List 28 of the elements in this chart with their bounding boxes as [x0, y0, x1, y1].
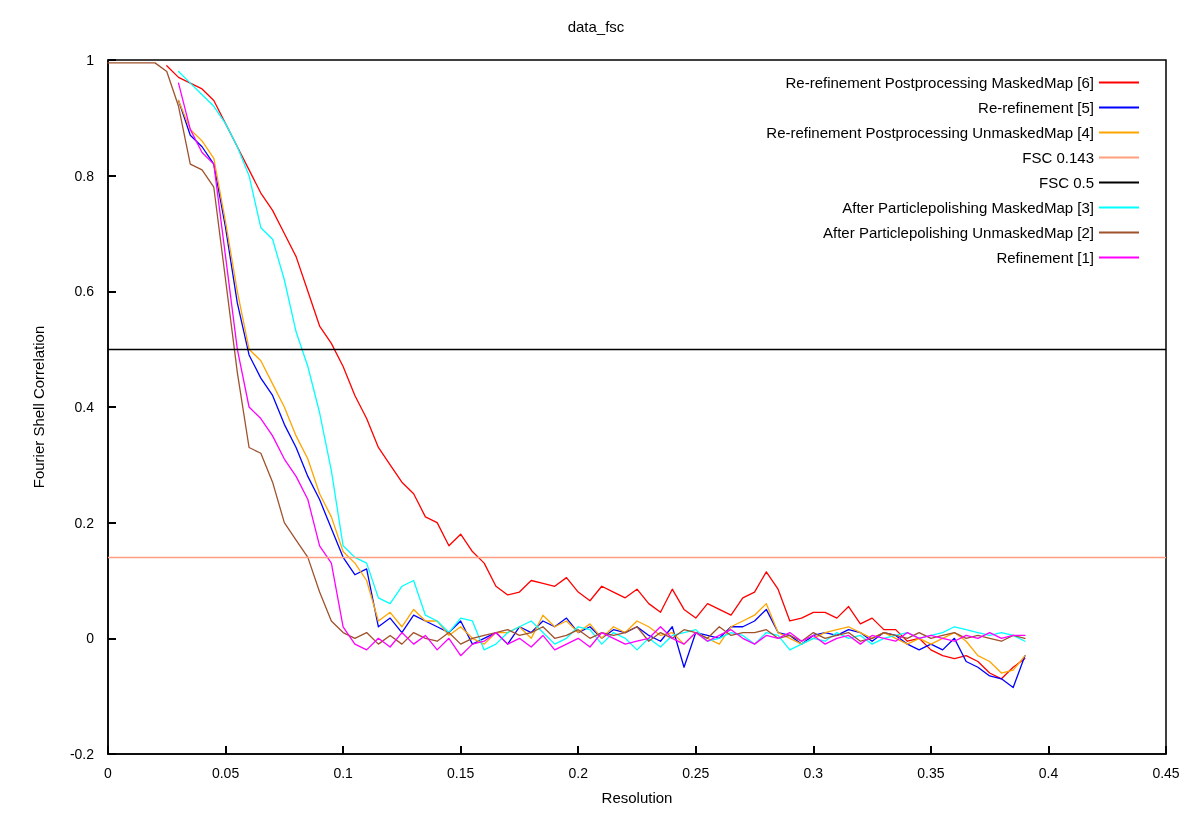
- y-tick-label: 0.4: [74, 399, 95, 415]
- x-tick-label: 0.25: [682, 765, 710, 781]
- y-tick-label: 0.6: [74, 283, 95, 300]
- x-tick-label: 0.45: [1152, 765, 1180, 781]
- legend-label: FSC 0.143: [1022, 149, 1094, 166]
- legend-label: Re-refinement [5]: [978, 99, 1094, 116]
- legend-label: Re-refinement Postprocessing MaskedMap [6]: [785, 74, 1094, 91]
- legend-label: After Particlepolishing MaskedMap [3]: [842, 199, 1094, 216]
- x-tick-label: 0.4: [1038, 765, 1059, 781]
- x-axis-title: Resolution: [601, 789, 673, 806]
- legend-label: Refinement [1]: [996, 249, 1094, 266]
- chart-title: data_fsc: [567, 18, 625, 35]
- y-tick-label: 0.8: [74, 167, 95, 184]
- y-tick-label: -0.2: [69, 746, 95, 762]
- x-tick-label: 0.2: [568, 765, 589, 781]
- y-tick-label: 0.2: [74, 514, 95, 531]
- x-tick-label: 0: [104, 765, 113, 781]
- y-tick-label: 0: [86, 630, 95, 647]
- x-tick-label: 0.15: [447, 765, 475, 781]
- x-tick-label: 0.35: [917, 765, 945, 781]
- legend-label: After Particlepolishing UnmaskedMap [2]: [823, 224, 1094, 241]
- x-tick-label: 0.1: [333, 765, 354, 781]
- legend-label: Re-refinement Postprocessing UnmaskedMap [4]: [766, 124, 1094, 141]
- y-axis-title: Fourier Shell Correlation: [30, 325, 47, 489]
- x-tick-label: 0.05: [211, 765, 240, 781]
- y-tick-label: 1: [86, 52, 95, 68]
- x-tick-label: 0.3: [803, 765, 824, 781]
- legend-label: FSC 0.5: [1038, 174, 1094, 191]
